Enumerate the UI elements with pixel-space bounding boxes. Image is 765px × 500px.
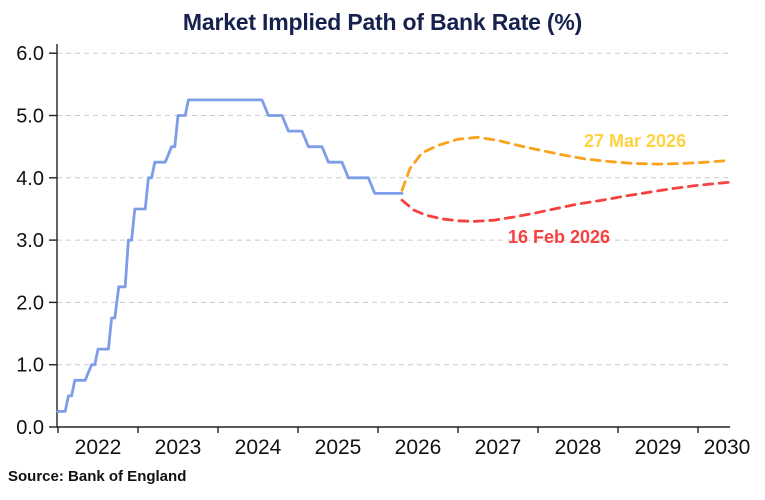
y-tick-label: 5.0 (16, 106, 44, 128)
x-tick-label: 2029 (635, 436, 682, 459)
bank-rate-history-line (56, 98, 404, 413)
series-label-27-mar-2026: 27 Mar 2026 (584, 131, 687, 151)
path-27-mar-2026-line (400, 135, 732, 192)
y-tick-label: 4.0 (16, 168, 44, 190)
x-tick-label: 2022 (75, 436, 122, 459)
gridlines (57, 52, 730, 366)
axes: 0.0 1.0 2.0 3.0 4.0 5.0 6.0 2022 2023 2024 2025 202… (16, 43, 750, 459)
x-tick-label: 2025 (315, 436, 362, 459)
x-tick-label: 2026 (395, 436, 442, 459)
y-tick-label: 3.0 (16, 230, 44, 252)
y-tick-label: 0.0 (16, 417, 44, 439)
chart-title: Market Implied Path of Bank Rate (%) (182, 9, 583, 35)
y-tick-label: 6.0 (16, 43, 44, 65)
x-tick-label: 2023 (155, 436, 202, 459)
x-tick-label: 2030 (704, 436, 751, 459)
x-tick-label: 2027 (475, 436, 522, 459)
x-tick-label: 2028 (555, 436, 602, 459)
y-tick-label: 2.0 (16, 292, 44, 314)
y-tick-label: 1.0 (16, 355, 44, 377)
path-16-feb-2026-line (400, 180, 732, 223)
source-note: Source: Bank of England (8, 468, 187, 485)
series-label-16-feb-2026: 16 Feb 2026 (508, 227, 611, 247)
x-tick-label: 2024 (235, 436, 282, 459)
